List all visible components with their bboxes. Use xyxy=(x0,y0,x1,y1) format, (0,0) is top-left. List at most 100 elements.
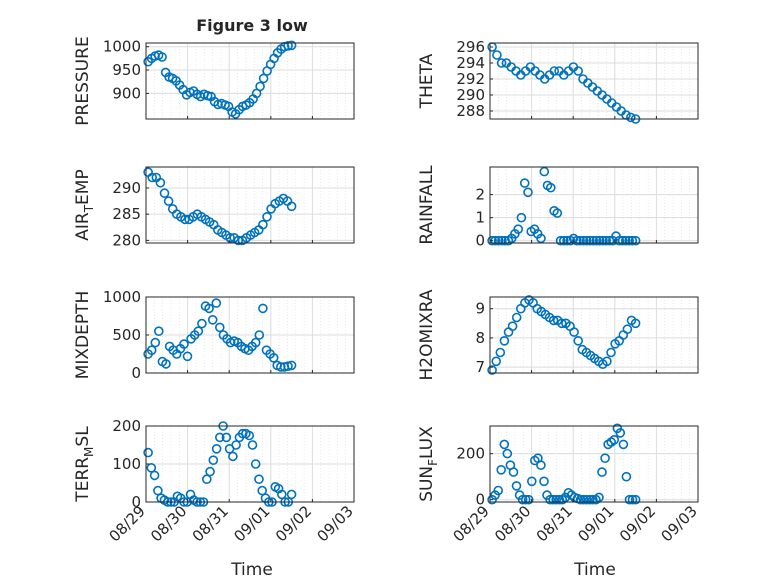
data-point xyxy=(146,462,157,473)
data-point xyxy=(604,235,615,246)
data-point xyxy=(247,440,258,450)
data-point xyxy=(511,481,522,491)
data-point xyxy=(205,466,215,477)
data-point xyxy=(180,214,190,225)
data-point xyxy=(286,40,297,51)
x-tick-label: 08/31 xyxy=(533,502,576,545)
y-tick-label: 294 xyxy=(456,54,485,72)
data-point xyxy=(627,235,638,246)
data-point xyxy=(584,494,595,505)
data-point xyxy=(536,233,546,244)
data-point xyxy=(625,112,636,123)
y-tick-label: 7 xyxy=(475,358,485,376)
data-point xyxy=(283,40,293,51)
data-point xyxy=(558,235,569,246)
data-point xyxy=(545,182,556,193)
axes-box xyxy=(489,425,699,503)
axes-box xyxy=(489,166,699,244)
y-tick-label: 1 xyxy=(475,209,485,227)
data-point xyxy=(150,337,161,348)
data-point xyxy=(622,324,633,335)
data-point xyxy=(244,430,254,441)
data-point xyxy=(602,356,612,367)
data-point xyxy=(617,235,628,246)
data-point xyxy=(630,235,641,246)
data-point xyxy=(552,208,563,218)
data-point xyxy=(254,330,265,340)
y-tick-label: 100 xyxy=(112,455,141,473)
data-point xyxy=(573,335,584,346)
data-point xyxy=(497,235,507,246)
data-point xyxy=(207,314,218,325)
data-point xyxy=(250,337,261,348)
data-point xyxy=(487,365,497,375)
data-point xyxy=(161,359,171,369)
x-tick-label: 09/02 xyxy=(272,502,315,545)
data-point xyxy=(609,434,620,445)
data-point xyxy=(591,235,602,246)
data-point xyxy=(523,187,533,198)
data-point xyxy=(283,361,293,372)
y-tick-label: 200 xyxy=(456,445,485,463)
data-point xyxy=(539,476,549,487)
data-point xyxy=(549,66,560,76)
data-point xyxy=(493,235,504,246)
data-point xyxy=(578,494,589,505)
data-point xyxy=(492,50,502,60)
data-point xyxy=(597,467,607,477)
data-point xyxy=(621,471,632,482)
y-tick-label: 1000 xyxy=(103,38,141,56)
panel-air-temp: 280 285 290 AIRTEMP xyxy=(73,166,355,249)
data-point xyxy=(491,356,502,367)
data-point xyxy=(254,474,264,485)
data-point xyxy=(495,347,506,358)
data-point xyxy=(231,440,241,450)
data-point xyxy=(202,474,212,485)
data-point xyxy=(193,326,204,337)
data-point xyxy=(155,177,166,188)
panel-h2omixra: 7 8 9 H2OMIXRA xyxy=(417,289,699,381)
data-point xyxy=(286,360,297,371)
x-tick-label: 09/03 xyxy=(314,502,357,545)
data-point xyxy=(594,235,605,246)
data-point xyxy=(146,345,157,356)
x-axis-label-left: Time xyxy=(230,560,273,580)
data-point xyxy=(286,489,297,500)
y-tick-label: 296 xyxy=(456,38,485,56)
data-point xyxy=(250,459,261,469)
y-tick-label: 0 xyxy=(475,232,485,250)
x-tick-label: 09/02 xyxy=(616,502,659,545)
data-point xyxy=(258,73,269,84)
data-point xyxy=(539,166,550,177)
data-point xyxy=(600,453,610,464)
data-point xyxy=(179,339,189,349)
y-axis-label: H2OMIXRA xyxy=(417,289,437,380)
y-tick-label: 292 xyxy=(456,70,485,88)
panel-mixdepth: 0 500 1000 MIXDEPTH xyxy=(73,288,355,382)
data-point xyxy=(585,235,595,246)
chart-title: Figure 3 low xyxy=(196,16,308,35)
data-point xyxy=(211,298,222,308)
data-point xyxy=(615,428,626,438)
y-axis-label: THETA xyxy=(417,53,437,109)
data-point xyxy=(545,494,555,505)
data-point xyxy=(630,494,641,505)
data-point xyxy=(149,470,160,481)
x-tick-label: 08/29 xyxy=(450,502,493,545)
data-point xyxy=(519,178,530,188)
y-tick-label: 0 xyxy=(131,364,141,382)
data-point xyxy=(262,212,272,222)
data-point xyxy=(581,494,592,505)
x-tick-label: 08/29 xyxy=(106,502,149,545)
data-point xyxy=(228,451,238,462)
data-point xyxy=(258,219,268,230)
data-point xyxy=(502,448,513,459)
axes-box xyxy=(145,166,355,244)
data-point xyxy=(601,235,612,246)
panel-rainfall: 0 1 2 RAINFALL xyxy=(417,165,699,250)
panel-pressure: 900 950 1000 PRESSURE xyxy=(73,36,355,126)
data-point xyxy=(575,494,586,505)
